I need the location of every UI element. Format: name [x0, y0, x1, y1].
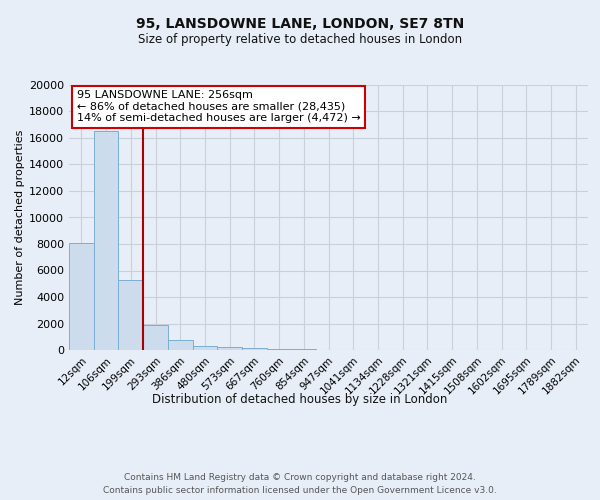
Bar — [267, 348, 292, 350]
Bar — [94, 132, 118, 350]
Bar — [118, 280, 143, 350]
Text: Contains public sector information licensed under the Open Government Licence v3: Contains public sector information licen… — [103, 486, 497, 495]
Text: 95, LANSDOWNE LANE, LONDON, SE7 8TN: 95, LANSDOWNE LANE, LONDON, SE7 8TN — [136, 18, 464, 32]
Bar — [242, 348, 267, 350]
Text: Contains HM Land Registry data © Crown copyright and database right 2024.: Contains HM Land Registry data © Crown c… — [124, 472, 476, 482]
Bar — [143, 326, 168, 350]
Bar — [292, 349, 316, 350]
Bar — [168, 340, 193, 350]
Text: Distribution of detached houses by size in London: Distribution of detached houses by size … — [152, 392, 448, 406]
Bar — [69, 242, 94, 350]
Y-axis label: Number of detached properties: Number of detached properties — [15, 130, 25, 305]
Text: 95 LANSDOWNE LANE: 256sqm
← 86% of detached houses are smaller (28,435)
14% of s: 95 LANSDOWNE LANE: 256sqm ← 86% of detac… — [77, 90, 361, 124]
Text: Size of property relative to detached houses in London: Size of property relative to detached ho… — [138, 32, 462, 46]
Bar — [217, 348, 242, 350]
Bar — [193, 346, 217, 350]
